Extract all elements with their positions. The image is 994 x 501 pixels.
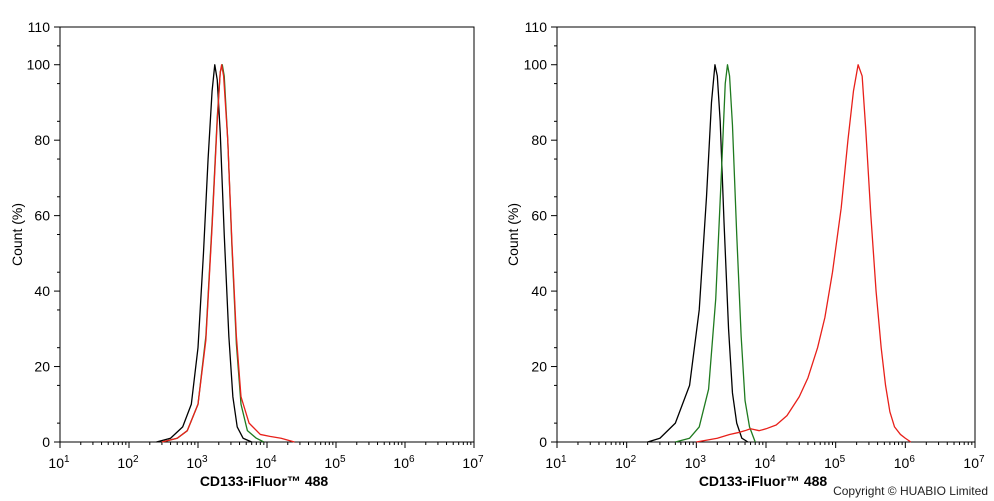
histogram-unstained-line bbox=[161, 64, 265, 443]
x-axis-title: CD133-iFluor™ 488 bbox=[699, 473, 828, 489]
x-tick-label: 101 bbox=[48, 454, 70, 471]
y-tick-label: 0 bbox=[42, 434, 50, 450]
histogram-stained-line bbox=[161, 64, 295, 443]
copyright-notice: Copyright © HUABIO Limited bbox=[833, 484, 988, 498]
histogram-isotype-line bbox=[156, 64, 252, 443]
x-tick-label: 105 bbox=[324, 454, 346, 471]
x-tick-label: 107 bbox=[963, 454, 985, 471]
x-tick-label: 105 bbox=[824, 454, 846, 471]
chart-panel-right: 0 20 40 60 80 100 110 101 102 103 104 105 106 107 CD13… bbox=[505, 19, 985, 489]
x-axis-title: CD133-iFluor™ 488 bbox=[200, 473, 329, 489]
y-tick-label: 20 bbox=[34, 359, 50, 375]
histogram-stained-line bbox=[696, 64, 912, 443]
x-tick-label: 103 bbox=[685, 454, 707, 471]
y-axis-title: Count (%) bbox=[9, 203, 25, 266]
y-tick-label: 80 bbox=[34, 132, 50, 148]
y-tick-label: 60 bbox=[531, 208, 547, 224]
plot-frame bbox=[556, 26, 976, 443]
y-tick-label: 20 bbox=[531, 359, 547, 375]
x-tick-label: 107 bbox=[462, 454, 484, 471]
plot-frame bbox=[59, 26, 475, 443]
histogram-isotype-line bbox=[647, 64, 749, 443]
x-tick-label: 103 bbox=[186, 454, 208, 471]
y-tick-label: 100 bbox=[524, 57, 548, 73]
y-tick-label: 100 bbox=[27, 57, 51, 73]
histogram-unstained-line bbox=[675, 64, 756, 443]
chart-panel-left: 0 20 40 60 80 100 110 101 102 103 104 105 106 107 CD13… bbox=[9, 19, 484, 489]
y-tick-label: 40 bbox=[34, 283, 50, 299]
x-tick-label: 104 bbox=[754, 454, 776, 471]
y-axis-title: Count (%) bbox=[505, 203, 521, 266]
x-tick-label: 102 bbox=[117, 454, 139, 471]
x-tick-label: 106 bbox=[894, 454, 916, 471]
x-tick-label: 104 bbox=[255, 454, 277, 471]
x-tick-label: 106 bbox=[393, 454, 415, 471]
y-tick-label: 80 bbox=[531, 132, 547, 148]
y-tick-label: 110 bbox=[28, 19, 51, 35]
x-tick-label: 102 bbox=[615, 454, 637, 471]
y-tick-label: 110 bbox=[525, 19, 548, 35]
x-tick-label: 101 bbox=[545, 454, 567, 471]
y-tick-label: 40 bbox=[531, 283, 547, 299]
y-tick-label: 60 bbox=[34, 208, 50, 224]
y-tick-label: 0 bbox=[539, 434, 547, 450]
